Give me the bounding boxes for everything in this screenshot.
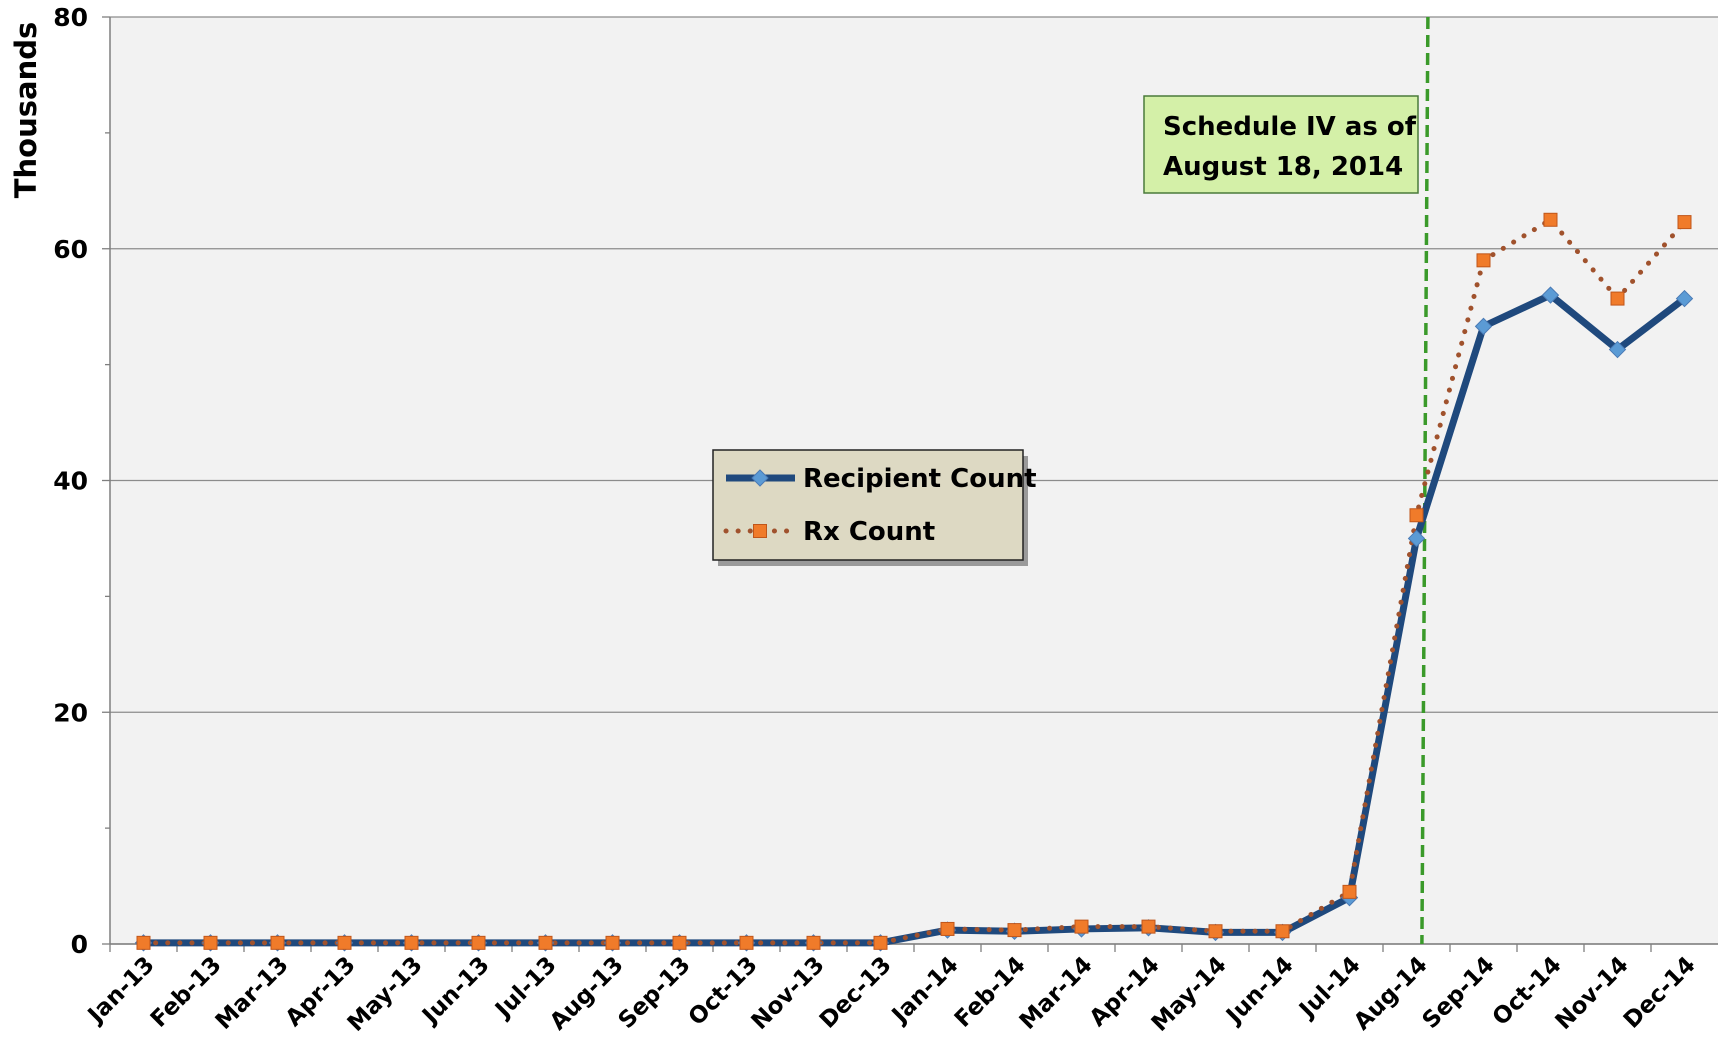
y-axis-label: Thousands <box>9 22 43 199</box>
series-line <box>141 216 1687 946</box>
marker <box>270 935 285 950</box>
marker <box>1543 212 1558 227</box>
legend-label: Recipient Count <box>803 464 1037 494</box>
marker <box>1141 919 1156 934</box>
marker <box>1541 286 1560 304</box>
marker <box>404 935 419 950</box>
marker <box>1208 924 1223 939</box>
marker <box>538 935 553 950</box>
legend-marker <box>753 524 767 538</box>
legend-box <box>712 449 1024 561</box>
legend: Recipient Count Rx Count <box>712 449 1037 566</box>
y-tick-label: 60 <box>53 235 88 264</box>
marker <box>940 921 955 936</box>
marker <box>806 935 821 950</box>
y-tick-label: 40 <box>53 467 88 496</box>
marker <box>1608 340 1627 359</box>
marker <box>203 935 218 950</box>
legend-label: Rx Count <box>803 517 935 547</box>
y-tick-label: 0 <box>71 930 88 959</box>
marker <box>1074 919 1089 934</box>
marker <box>1409 508 1424 523</box>
legend-marker <box>751 469 769 487</box>
annotation-text: Schedule IV as of <box>1163 112 1417 142</box>
marker <box>337 935 352 950</box>
marker <box>471 935 486 950</box>
y-tick-label: 20 <box>53 698 88 727</box>
marker <box>739 935 754 950</box>
marker <box>1476 253 1491 268</box>
marker <box>672 935 687 950</box>
annotation: Schedule IV as of August 18, 2014 <box>1143 95 1419 194</box>
marker <box>1610 291 1625 306</box>
annotation-text: August 18, 2014 <box>1163 152 1403 182</box>
marker <box>873 935 888 950</box>
marker <box>136 935 151 950</box>
marker <box>1007 923 1022 938</box>
marker <box>1474 317 1493 336</box>
schedule-line <box>1420 16 1430 945</box>
marker <box>1407 529 1426 548</box>
marker <box>1675 289 1694 308</box>
annotation-box <box>1143 95 1419 194</box>
marker <box>1342 884 1357 899</box>
y-tick-label: 80 <box>53 3 88 32</box>
marker <box>605 935 620 950</box>
marker <box>1677 215 1692 230</box>
series-line <box>143 291 1687 947</box>
marker <box>1275 924 1290 939</box>
